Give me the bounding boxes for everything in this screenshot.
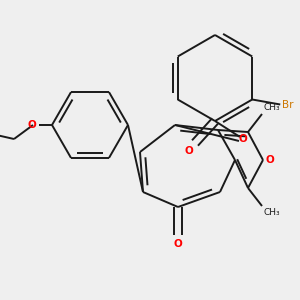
Text: O: O xyxy=(27,120,36,130)
Text: CH₃: CH₃ xyxy=(263,103,280,112)
Text: O: O xyxy=(265,155,274,165)
Text: O: O xyxy=(174,239,182,249)
Text: CH₃: CH₃ xyxy=(263,208,280,217)
Text: O: O xyxy=(238,134,247,144)
Text: O: O xyxy=(184,146,193,156)
Text: Br: Br xyxy=(282,100,294,110)
